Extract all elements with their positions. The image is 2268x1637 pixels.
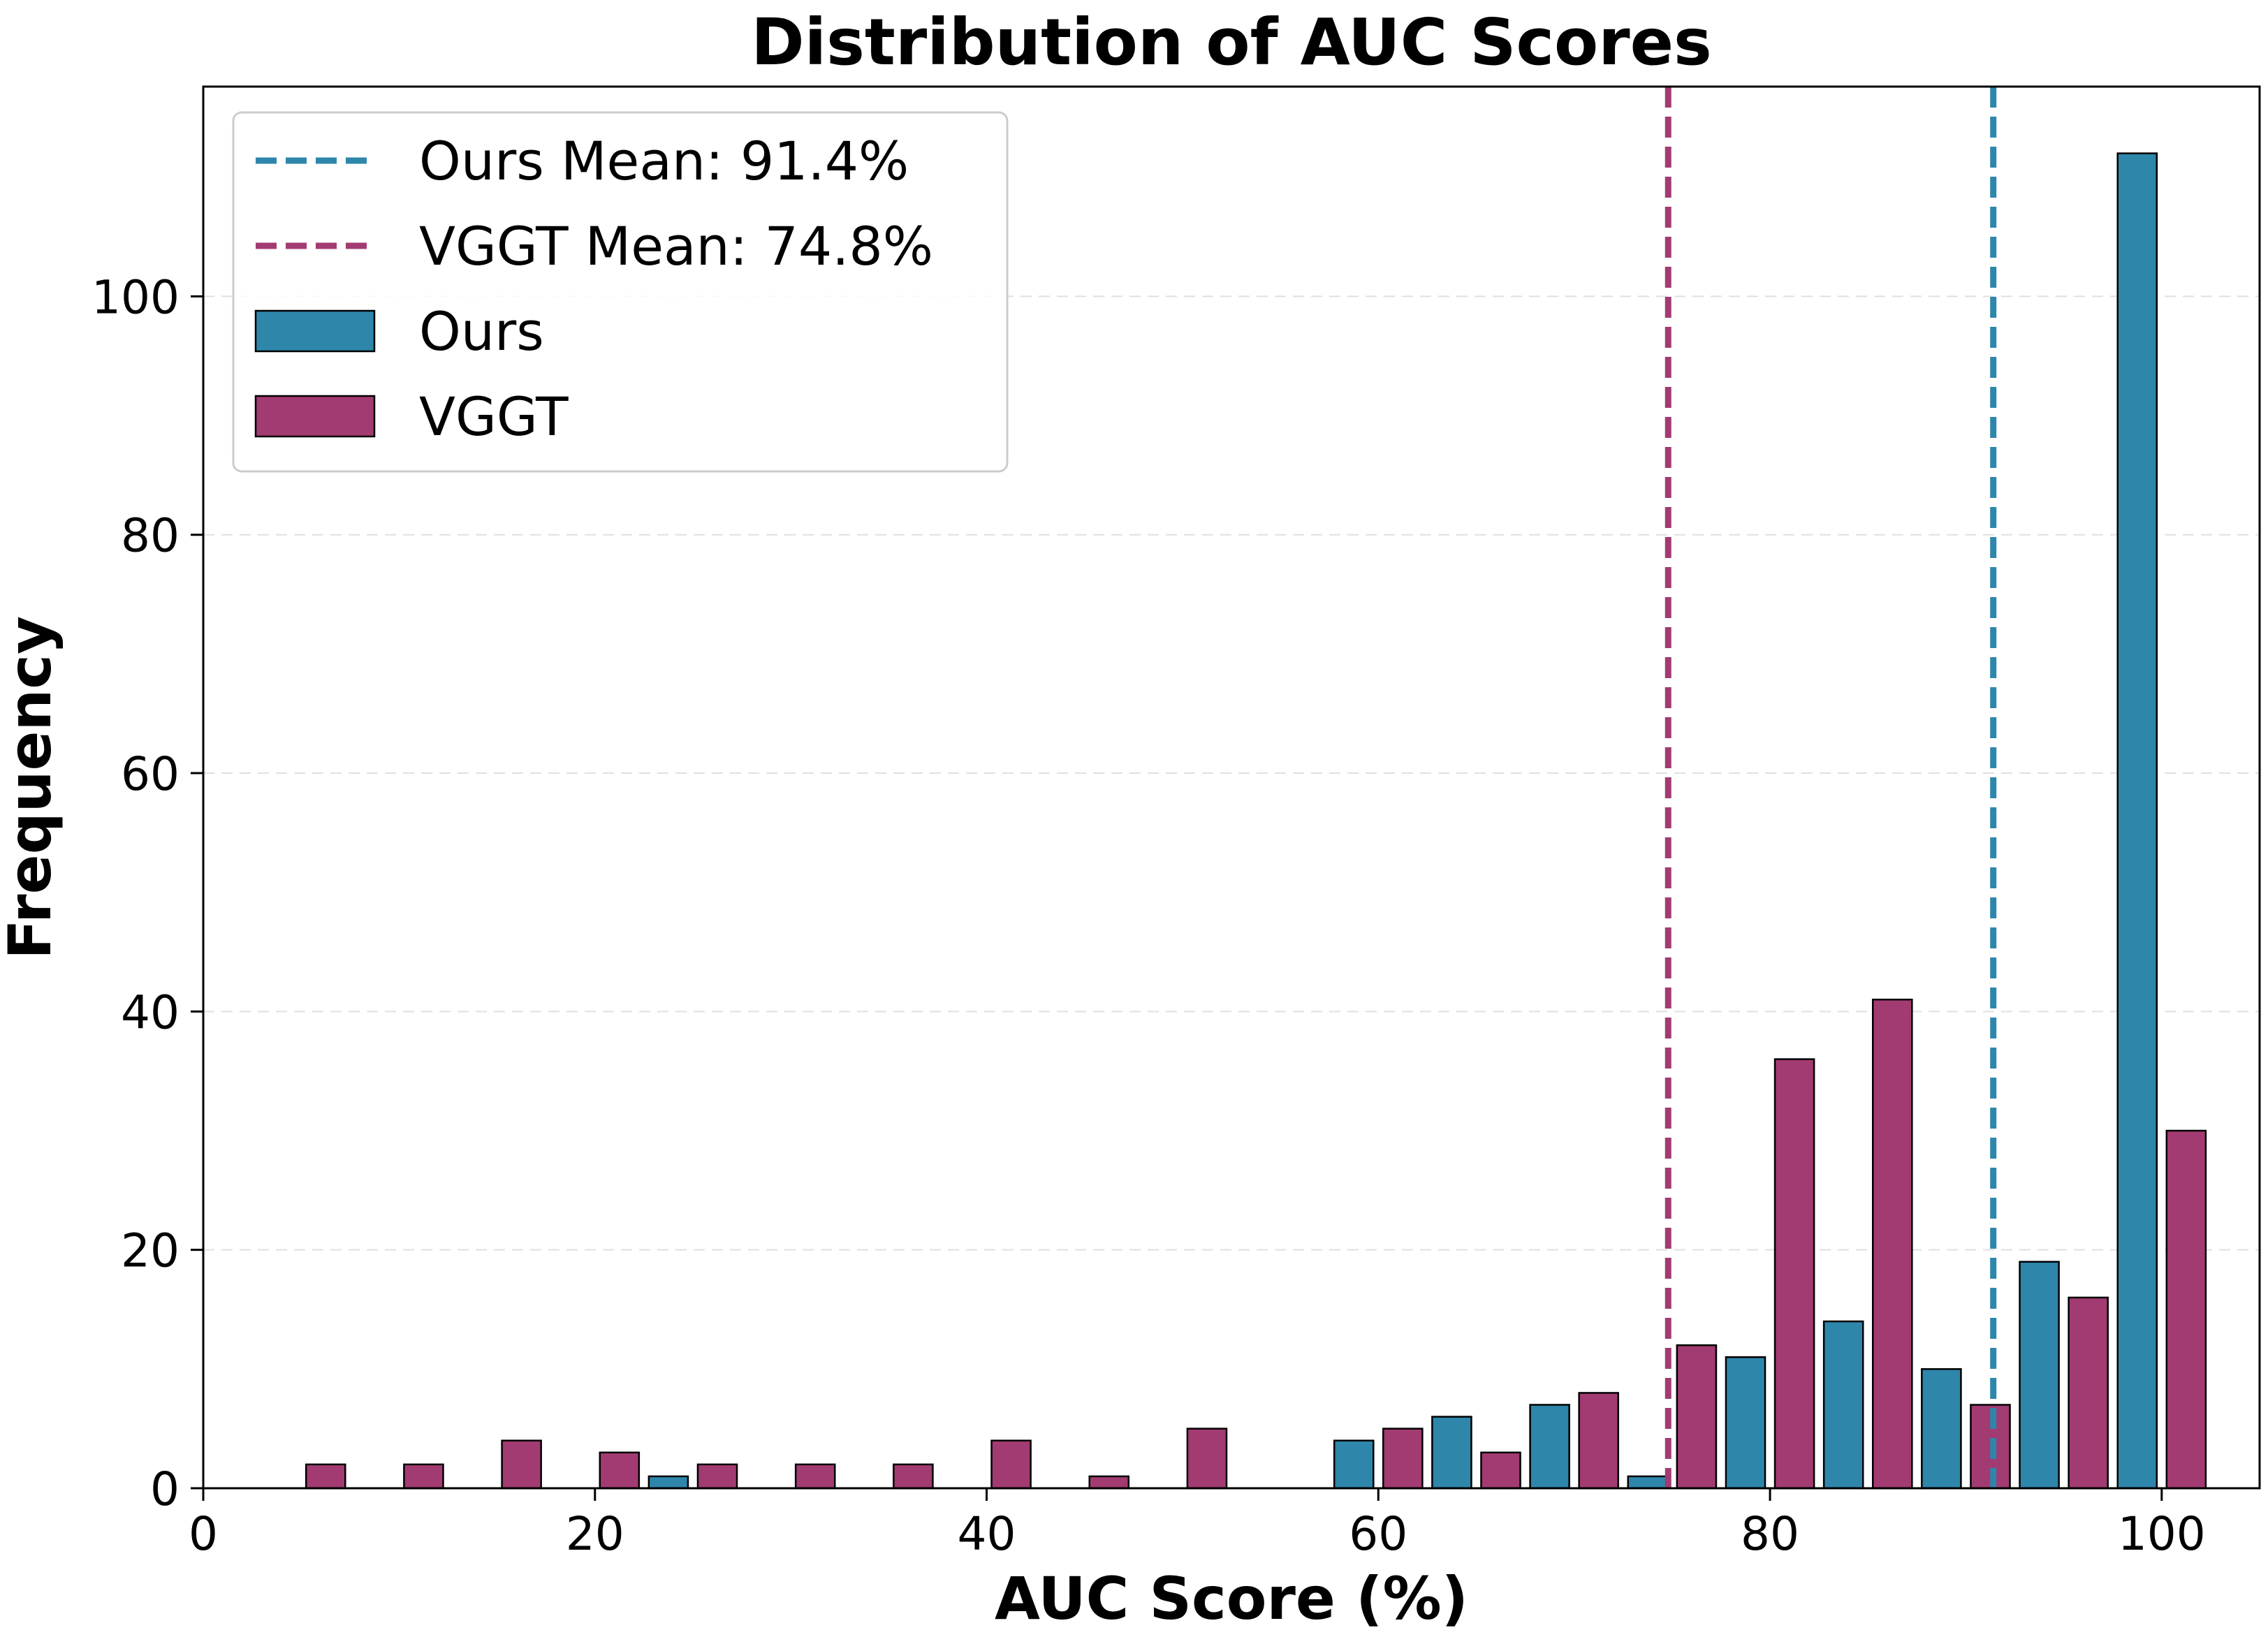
y-tick-label: 100 (92, 270, 180, 324)
bar-ours (648, 1475, 689, 1490)
bar-vggt (403, 1463, 444, 1490)
bar-ours (1627, 1475, 1669, 1490)
bar-vggt (696, 1463, 738, 1490)
histogram-bars (305, 152, 2207, 1490)
x-axis-ticks: 0 20 40 60 80 100 (189, 1488, 2206, 1561)
bar-ours (1921, 1368, 1962, 1490)
x-tick-label: 80 (1741, 1507, 1799, 1561)
bar-vggt (2165, 1129, 2207, 1490)
bar-vggt (1382, 1427, 1424, 1490)
plot-frame (202, 85, 2261, 1490)
bar-ours (1333, 1439, 1375, 1490)
legend-label: Ours Mean: 91.4% (419, 130, 909, 192)
bar-ours (2116, 152, 2158, 1490)
x-tick-label: 40 (958, 1507, 1016, 1561)
chart-title: Distribution of AUC Scores (751, 5, 1712, 80)
legend-patch-swatch (254, 309, 376, 353)
legend-patch-swatch (254, 395, 376, 438)
legend-label: Ours (419, 300, 544, 362)
bar-ours (1431, 1416, 1472, 1490)
mean-lines (1665, 87, 1997, 1488)
bar-vggt (1871, 999, 1913, 1490)
bar-vggt (2068, 1296, 2109, 1490)
legend-label: VGGT (419, 386, 569, 448)
bar-vggt (599, 1451, 641, 1490)
bar-vggt (305, 1463, 346, 1490)
x-tick-label: 20 (566, 1507, 624, 1561)
bar-vggt (893, 1463, 934, 1490)
bar-ours (2019, 1261, 2060, 1490)
bar-ours (1822, 1320, 1864, 1490)
y-tick-label: 0 (150, 1462, 180, 1516)
x-tick-label: 0 (189, 1507, 218, 1561)
x-tick-label: 100 (2118, 1507, 2206, 1561)
y-tick-label: 80 (121, 509, 180, 563)
bar-vggt (990, 1439, 1032, 1490)
y-tick-label: 60 (121, 747, 180, 801)
bar-vggt (1088, 1475, 1130, 1490)
bar-vggt (794, 1463, 836, 1490)
y-axis-label: Frequency (0, 616, 64, 960)
y-tick-label: 20 (121, 1224, 180, 1278)
bar-ours (1725, 1356, 1766, 1490)
bar-ours (1529, 1404, 1570, 1490)
y-grid-lines (203, 295, 2260, 1251)
bar-vggt (501, 1439, 542, 1490)
legend: Ours Mean: 91.4% VGGT Mean: 74.8% Ours VGGT (232, 111, 1009, 473)
y-axis-ticks: 0 20 40 60 80 100 (92, 270, 203, 1516)
bar-vggt (1773, 1058, 1815, 1490)
y-tick-label: 40 (121, 985, 180, 1039)
x-tick-label: 60 (1349, 1507, 1407, 1561)
bar-vggt (1186, 1427, 1228, 1490)
bar-vggt (1480, 1451, 1521, 1490)
legend-label: VGGT Mean: 74.8% (419, 215, 933, 277)
bar-vggt (1578, 1392, 1620, 1490)
x-axis-label: AUC Score (%) (995, 1564, 1468, 1633)
legend-box (232, 111, 1009, 473)
bar-vggt (1676, 1344, 1718, 1490)
